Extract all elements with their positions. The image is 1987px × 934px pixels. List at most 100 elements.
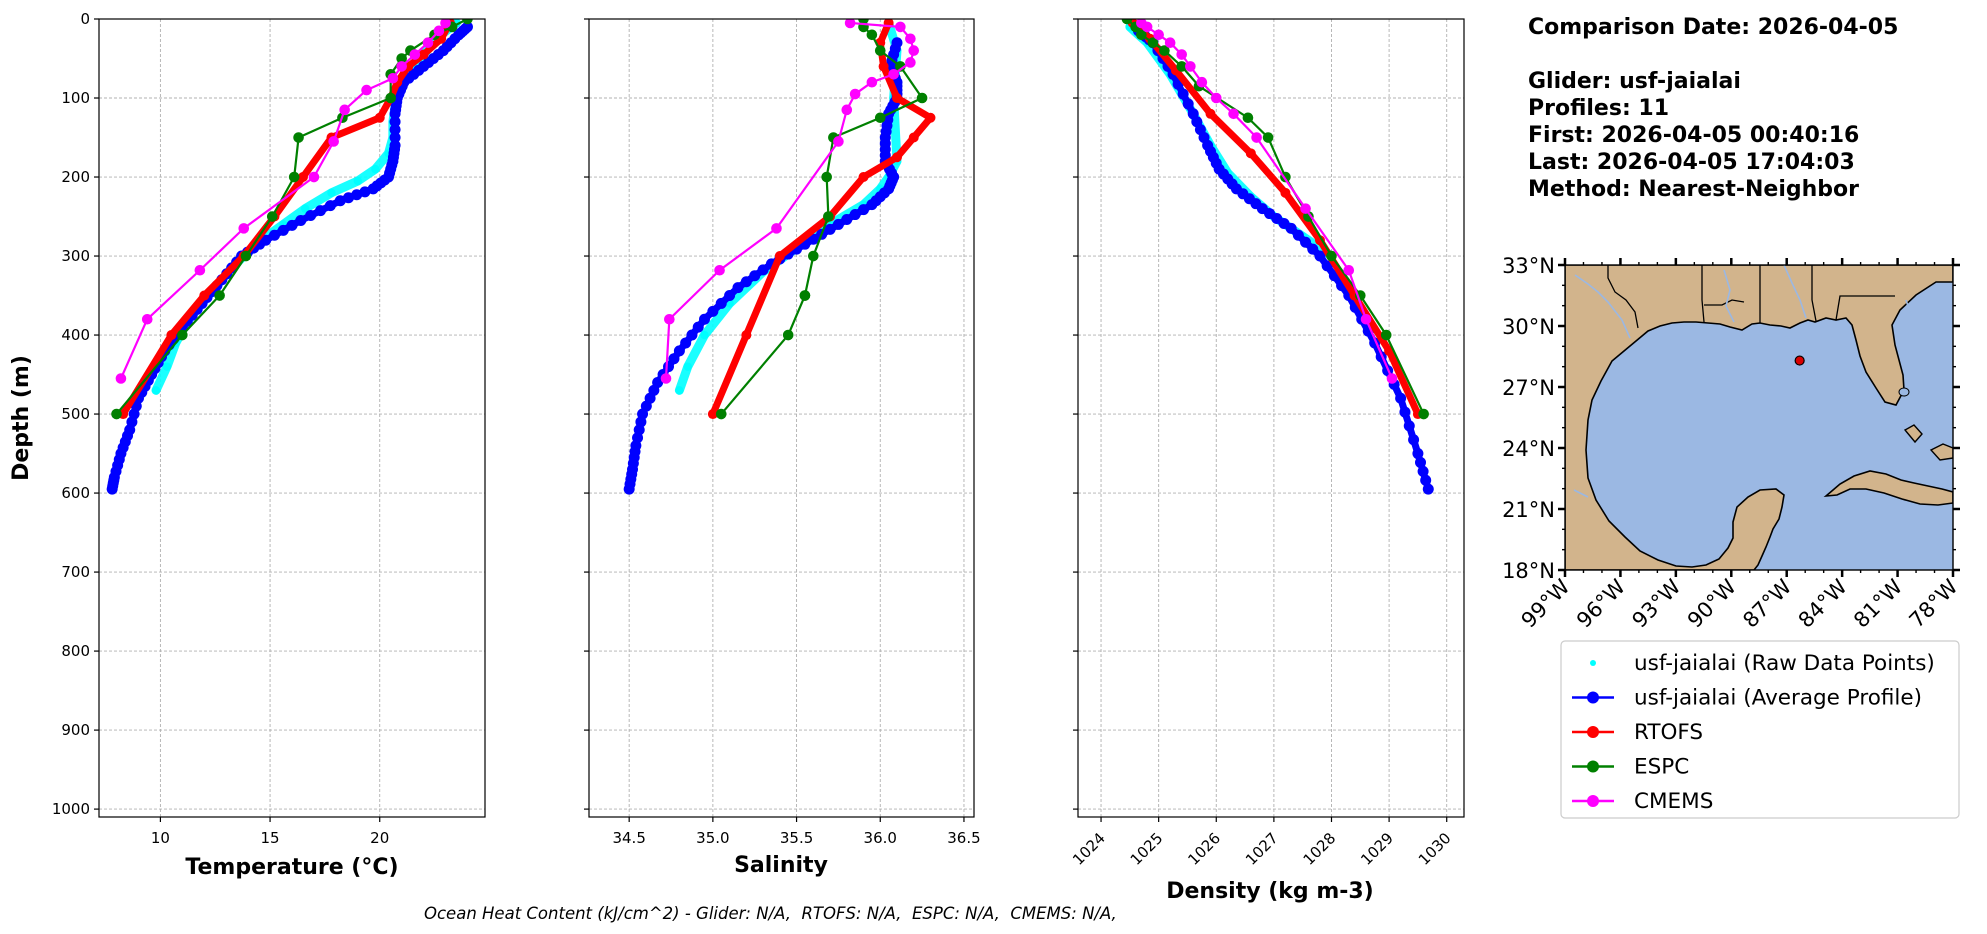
map-lat-label: 21°N: [1502, 498, 1555, 522]
map-lat-label: 24°N: [1502, 437, 1555, 461]
cmems-point: [361, 84, 372, 96]
rtofs-point: [297, 172, 308, 183]
series-cmems: [1136, 19, 1398, 384]
cmems-point: [1141, 21, 1153, 33]
average-profile-point: [389, 116, 401, 128]
density-axis-label: Density (kg m-3): [1166, 879, 1374, 904]
rtofs-point: [908, 132, 919, 143]
depth-axis-label: Depth (m): [9, 355, 34, 481]
interpolation-method: Method: Nearest-Neighbor: [1528, 177, 1859, 202]
average-profile-point: [680, 337, 692, 349]
x-tick-label: 36.5: [947, 829, 980, 847]
espc-point: [1147, 37, 1159, 49]
legend: usf-jaialai (Raw Data Points) usf-jaialai…: [1560, 640, 1960, 819]
profile-count: Profiles: 11: [1528, 96, 1670, 121]
cmems-point: [771, 223, 782, 234]
cmems-point: [387, 72, 399, 84]
legend-entry-rtofs: RTOFS: [1572, 720, 1703, 745]
cmems-point: [664, 313, 675, 325]
x-tick-label: 36.0: [864, 829, 897, 847]
x-tick-label: 35.0: [696, 829, 729, 847]
y-tick-label: 700: [61, 563, 90, 581]
temperature-panel: 0 100 200 300 400 500 600 700 800 900 1000 10 15 20: [52, 10, 486, 847]
average-profile-point: [1399, 406, 1411, 418]
espc-point: [266, 211, 278, 222]
cmems-point: [328, 136, 339, 147]
series-raw: [1125, 22, 1336, 261]
x-tick-label: 1029: [1357, 829, 1397, 869]
raw-data-point: [162, 362, 172, 371]
average-profile-point: [324, 200, 336, 212]
x-tick-label: 1028: [1300, 829, 1340, 869]
rtofs-point: [1205, 108, 1216, 119]
y-tick-label: 100: [61, 89, 90, 107]
cmems-point: [714, 264, 725, 276]
y-tick-label: 800: [61, 642, 90, 660]
cmems-point: [396, 61, 407, 72]
average-profile-line: [108, 23, 471, 493]
raw-data-point: [683, 362, 692, 371]
cmems-point: [1185, 61, 1196, 72]
legend-label: ESPC: [1634, 755, 1689, 780]
legend-marker: [1587, 795, 1599, 807]
espc-point: [396, 53, 407, 64]
rtofs-point: [858, 172, 869, 183]
cmems-point: [1343, 264, 1355, 276]
last-profile-time: Last: 2026-04-05 17:04:03: [1528, 150, 1855, 175]
average-profile-point: [315, 205, 327, 217]
y-tick-label: 900: [61, 721, 90, 739]
average-profile-point: [1415, 456, 1427, 468]
average-profile-point: [740, 276, 752, 288]
map-land-north-america: [1565, 265, 1953, 570]
espc-point: [1242, 112, 1254, 124]
x-tick-label: 20: [370, 829, 389, 847]
x-tick-label: 1030: [1415, 829, 1455, 869]
map-lake-okeechobee: [1898, 387, 1910, 397]
average-profile-point: [268, 229, 280, 241]
average-profile-point: [286, 219, 298, 231]
average-profile-point: [841, 213, 853, 225]
legend-marker: [1587, 691, 1599, 704]
cmems-point: [849, 88, 861, 100]
map-lon-label: 84°W: [1794, 574, 1852, 632]
series-espc: [715, 19, 928, 420]
raw-data-point: [353, 176, 362, 186]
axes-frame: [1077, 18, 1465, 818]
legend-entry-espc: ESPC: [1572, 755, 1689, 780]
map-lon-label: 99°W: [1517, 574, 1575, 632]
cmems-point: [660, 373, 672, 384]
comparison-info: Comparison Date: 2026-04-05 Glider: usf-j…: [1528, 14, 1898, 203]
map-lon-label: 81°W: [1849, 574, 1907, 632]
raw-data-point: [371, 164, 380, 174]
cmems-point: [1196, 76, 1208, 88]
average-profile-point: [715, 297, 727, 309]
raw-data-point: [327, 188, 336, 198]
y-tick-label: 200: [61, 168, 90, 186]
espc-point: [866, 29, 878, 41]
y-tick-label: 0: [80, 10, 90, 28]
raw-data-point: [675, 386, 684, 395]
y-tick-label: 400: [61, 326, 90, 344]
first-profile-time: First: 2026-04-05 00:40:16: [1528, 123, 1860, 148]
cmems-point: [433, 25, 445, 37]
rtofs-point: [418, 49, 429, 60]
espc-point: [916, 92, 928, 104]
espc-point: [1262, 132, 1274, 143]
average-profile-point: [866, 199, 878, 211]
map-lon-label: 96°W: [1572, 574, 1630, 632]
glider-name: Glider: usf-jaialai: [1528, 69, 1741, 94]
cmems-point: [833, 136, 844, 147]
average-profile-point: [668, 353, 680, 365]
x-tick-label: 1024: [1069, 829, 1109, 869]
legend-label: RTOFS: [1634, 720, 1703, 745]
legend-box: [1560, 640, 1960, 819]
y-tick-label: 300: [61, 247, 90, 265]
map-lat-label: 30°N: [1502, 315, 1555, 339]
average-profile-point: [1177, 88, 1189, 100]
legend-entry-avg: usf-jaialai (Average Profile): [1572, 686, 1922, 711]
average-profile-point: [832, 218, 844, 230]
average-profile-point: [305, 210, 317, 222]
espc-point: [799, 290, 811, 301]
raw-data-point: [700, 330, 709, 340]
